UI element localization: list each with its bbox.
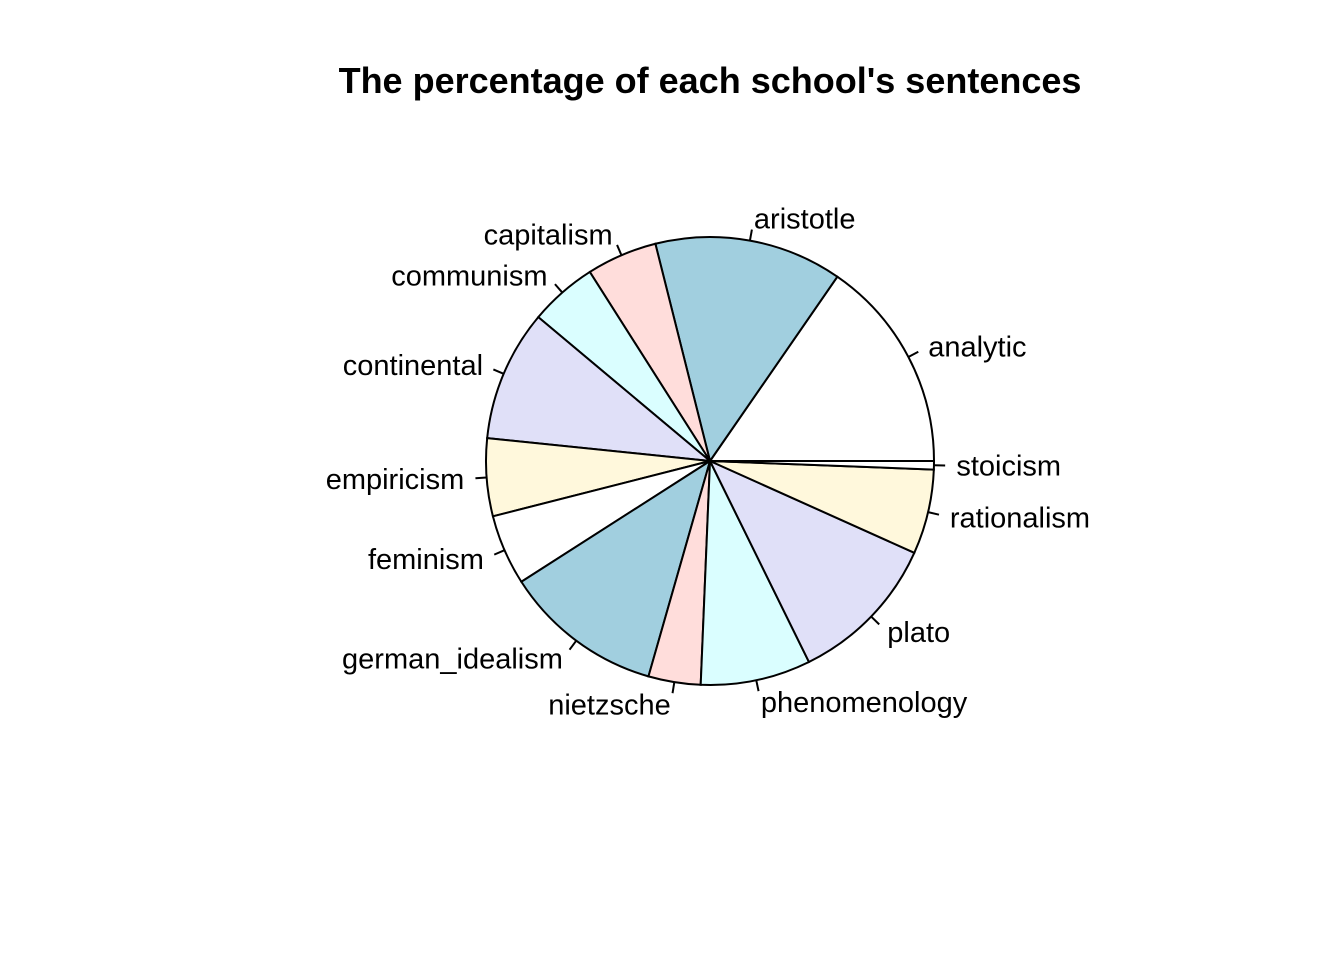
label-ticks bbox=[475, 229, 946, 694]
label-tick-empiricism bbox=[475, 476, 487, 480]
slice-label-communism: communism bbox=[391, 261, 547, 293]
label-tick-nietzsche bbox=[671, 681, 676, 694]
label-tick-aristotle bbox=[748, 229, 753, 241]
slice-label-empiricism: empiricism bbox=[326, 464, 465, 496]
slice-label-stoicism: stoicism bbox=[956, 451, 1061, 483]
label-tick-phenomenology bbox=[755, 679, 760, 692]
label-tick-german-idealism bbox=[568, 640, 578, 651]
pie-slices bbox=[484, 236, 936, 686]
pie-slice-phenomenology bbox=[699, 460, 811, 686]
slice-label-rationalism: rationalism bbox=[950, 502, 1090, 534]
chart-title: The percentage of each school's sentence… bbox=[339, 60, 1082, 101]
slice-label-feminism: feminism bbox=[368, 544, 484, 576]
slice-label-phenomenology: phenomenology bbox=[761, 687, 968, 719]
label-tick-analytic bbox=[907, 350, 919, 358]
label-tick-plato bbox=[870, 615, 880, 626]
slice-label-german-idealism: german_idealism bbox=[342, 644, 563, 676]
label-tick-capitalism bbox=[616, 244, 623, 256]
pie-slice-continental bbox=[486, 315, 714, 463]
label-tick-communism bbox=[554, 283, 564, 294]
label-tick-continental bbox=[492, 368, 505, 375]
label-tick-feminism bbox=[493, 549, 505, 556]
slice-label-aristotle: aristotle bbox=[754, 204, 856, 236]
slice-label-analytic: analytic bbox=[928, 332, 1026, 364]
slice-label-nietzsche: nietzsche bbox=[548, 689, 671, 721]
slice-label-plato: plato bbox=[887, 617, 950, 649]
pie-slice-plato bbox=[707, 458, 916, 664]
label-tick-rationalism bbox=[927, 511, 940, 516]
pie-slice-stoicism bbox=[709, 460, 936, 471]
slice-labels: analytic aristotle capitalism communism cont… bbox=[326, 204, 1090, 722]
slice-label-continental: continental bbox=[343, 350, 483, 382]
slice-label-capitalism: capitalism bbox=[484, 220, 613, 252]
